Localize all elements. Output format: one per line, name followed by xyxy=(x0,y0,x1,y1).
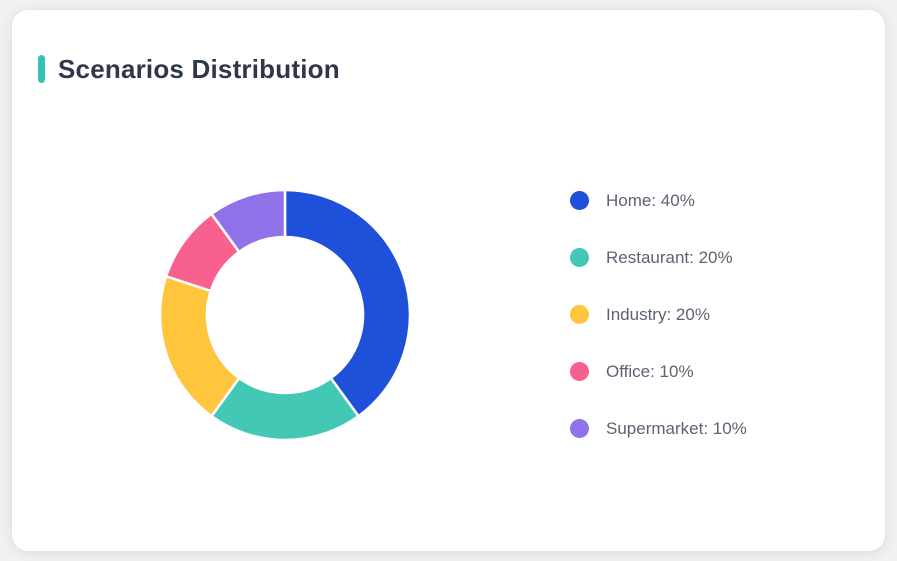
legend-label: Supermarket: 10% xyxy=(606,418,747,438)
legend-item-industry[interactable]: Industry: 20% xyxy=(570,286,747,343)
legend-swatch xyxy=(570,362,589,381)
donut-slice-supermarket[interactable] xyxy=(210,188,287,254)
legend-label: Industry: 20% xyxy=(606,304,710,324)
legend-item-supermarket[interactable]: Supermarket: 10% xyxy=(570,400,747,457)
donut-slice-industry[interactable] xyxy=(158,275,241,418)
donut-chart[interactable] xyxy=(12,10,885,551)
legend-label: Office: 10% xyxy=(606,361,694,381)
page-title: Scenarios Distribution xyxy=(58,54,340,84)
donut-slice-home[interactable] xyxy=(283,188,412,418)
card-header: Scenarios Distribution xyxy=(38,52,340,86)
chart-card: Scenarios Distribution Home: 40% Restaur… xyxy=(12,10,885,551)
legend-swatch xyxy=(570,419,589,438)
chart-legend: Home: 40% Restaurant: 20% Industry: 20% … xyxy=(570,172,747,457)
legend-swatch xyxy=(570,305,589,324)
legend-item-restaurant[interactable]: Restaurant: 20% xyxy=(570,229,747,286)
legend-item-home[interactable]: Home: 40% xyxy=(570,172,747,229)
legend-swatch xyxy=(570,191,589,210)
legend-label: Restaurant: 20% xyxy=(606,247,733,267)
title-accent-bar xyxy=(38,55,45,83)
legend-item-office[interactable]: Office: 10% xyxy=(570,343,747,400)
legend-label: Home: 40% xyxy=(606,190,695,210)
legend-swatch xyxy=(570,248,589,267)
